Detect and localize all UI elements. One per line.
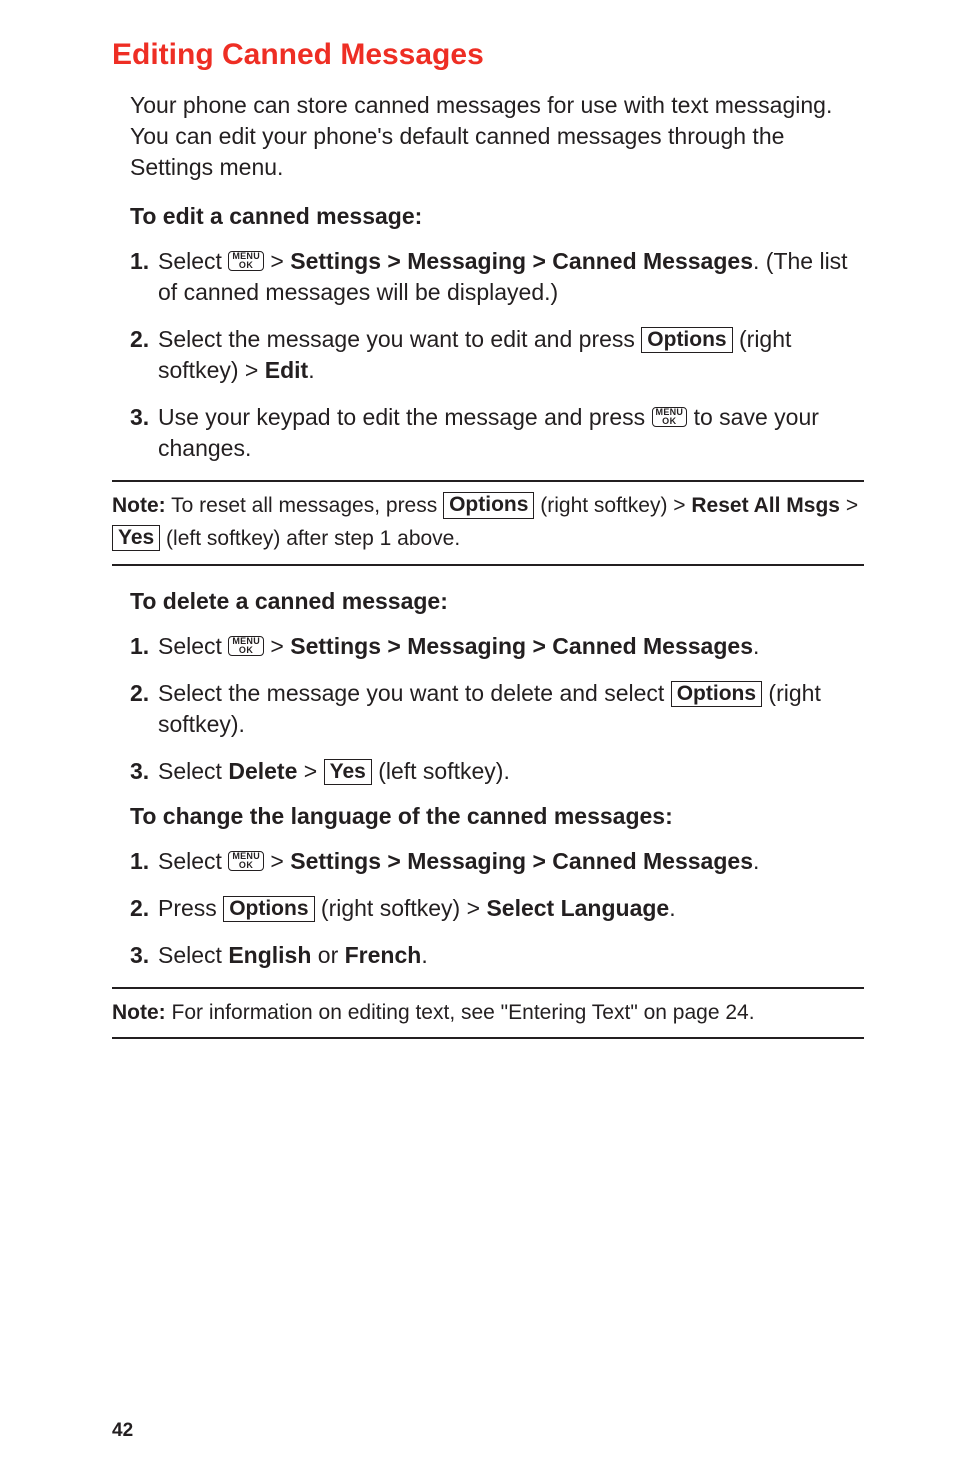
path-messaging: Messaging bbox=[407, 248, 526, 274]
delete-step-1: 1. Select MENUOK > Settings > Messaging … bbox=[130, 631, 864, 662]
edit-step-1: 1. Select MENUOK > Settings > Messaging … bbox=[130, 246, 864, 308]
note-prefix: Note: bbox=[112, 1001, 166, 1024]
options-softkey: Options bbox=[641, 327, 732, 353]
step-number: 2. bbox=[130, 324, 149, 355]
step-number: 3. bbox=[130, 756, 149, 787]
step-number: 3. bbox=[130, 402, 149, 433]
menu-ok-icon: MENUOK bbox=[228, 636, 264, 656]
intro-paragraph: Your phone can store canned messages for… bbox=[130, 90, 864, 183]
section-heading: Editing Canned Messages bbox=[112, 38, 864, 72]
menu-ok-icon: MENUOK bbox=[652, 407, 688, 427]
note-prefix: Note: bbox=[112, 494, 166, 517]
select-language-label: Select Language bbox=[486, 895, 669, 921]
step-text: (left softkey). bbox=[372, 758, 510, 784]
step-text: . bbox=[308, 357, 314, 383]
step-text: . bbox=[753, 848, 759, 874]
path-messaging: Messaging bbox=[407, 848, 526, 874]
step-number: 1. bbox=[130, 246, 149, 277]
step-text: Select bbox=[158, 848, 228, 874]
note-text: (left softkey) after step 1 above. bbox=[160, 527, 460, 550]
path-settings: Settings bbox=[290, 633, 381, 659]
step-text: > bbox=[264, 633, 290, 659]
step-text: Select the message you want to delete an… bbox=[158, 680, 671, 706]
step-text: Select bbox=[158, 942, 228, 968]
path-canned: Canned Messages bbox=[552, 248, 753, 274]
note-text: > bbox=[840, 494, 858, 517]
delete-subheading: To delete a canned message: bbox=[130, 588, 864, 615]
menu-ok-icon: MENUOK bbox=[228, 251, 264, 271]
yes-softkey: Yes bbox=[112, 525, 160, 551]
step-text: Press bbox=[158, 895, 223, 921]
note-entering-text: Note: For information on editing text, s… bbox=[112, 987, 864, 1040]
note-text: (right softkey) > bbox=[534, 494, 691, 517]
step-text: > bbox=[297, 758, 323, 784]
note-text: To reset all messages, press bbox=[166, 494, 443, 517]
step-number: 1. bbox=[130, 631, 149, 662]
step-text: or bbox=[311, 942, 344, 968]
edit-label: Edit bbox=[265, 357, 308, 383]
note-text: For information on editing text, see "En… bbox=[166, 1001, 755, 1024]
step-text: > bbox=[264, 848, 290, 874]
step-text: Select bbox=[158, 758, 228, 784]
menu-ok-icon: MENUOK bbox=[228, 851, 264, 871]
lang-step-2: 2. Press Options (right softkey) > Selec… bbox=[130, 893, 864, 924]
step-number: 3. bbox=[130, 940, 149, 971]
language-subheading: To change the language of the canned mes… bbox=[130, 803, 864, 830]
path-canned: Canned Messages bbox=[552, 848, 753, 874]
path-messaging: Messaging bbox=[407, 633, 526, 659]
step-text: Use your keypad to edit the message and … bbox=[158, 404, 652, 430]
delete-steps-list: 1. Select MENUOK > Settings > Messaging … bbox=[130, 631, 864, 787]
delete-step-2: 2. Select the message you want to delete… bbox=[130, 678, 864, 740]
yes-softkey: Yes bbox=[324, 759, 372, 785]
step-text: Select bbox=[158, 248, 228, 274]
step-text: Select bbox=[158, 633, 228, 659]
path-canned: Canned Messages bbox=[552, 633, 753, 659]
reset-all-label: Reset All Msgs bbox=[691, 494, 840, 517]
step-text: . bbox=[421, 942, 427, 968]
lang-step-1: 1. Select MENUOK > Settings > Messaging … bbox=[130, 846, 864, 877]
step-text: . bbox=[669, 895, 675, 921]
edit-steps-list: 1. Select MENUOK > Settings > Messaging … bbox=[130, 246, 864, 464]
lang-step-3: 3. Select English or French. bbox=[130, 940, 864, 971]
note-reset: Note: To reset all messages, press Optio… bbox=[112, 480, 864, 565]
step-text: Select the message you want to edit and … bbox=[158, 326, 641, 352]
step-number: 1. bbox=[130, 846, 149, 877]
english-label: English bbox=[228, 942, 311, 968]
options-softkey: Options bbox=[443, 492, 534, 518]
page-number: 42 bbox=[112, 1420, 133, 1442]
step-text: . bbox=[753, 633, 759, 659]
step-number: 2. bbox=[130, 678, 149, 709]
delete-step-3: 3. Select Delete > Yes (left softkey). bbox=[130, 756, 864, 787]
french-label: French bbox=[345, 942, 422, 968]
edit-subheading: To edit a canned message: bbox=[130, 203, 864, 230]
step-number: 2. bbox=[130, 893, 149, 924]
edit-step-2: 2. Select the message you want to edit a… bbox=[130, 324, 864, 386]
language-steps-list: 1. Select MENUOK > Settings > Messaging … bbox=[130, 846, 864, 971]
step-text: (right softkey) > bbox=[315, 895, 487, 921]
edit-step-3: 3. Use your keypad to edit the message a… bbox=[130, 402, 864, 464]
path-settings: Settings bbox=[290, 248, 381, 274]
step-text: > bbox=[264, 248, 290, 274]
options-softkey: Options bbox=[223, 896, 314, 922]
delete-label: Delete bbox=[228, 758, 297, 784]
path-settings: Settings bbox=[290, 848, 381, 874]
options-softkey: Options bbox=[671, 681, 762, 707]
